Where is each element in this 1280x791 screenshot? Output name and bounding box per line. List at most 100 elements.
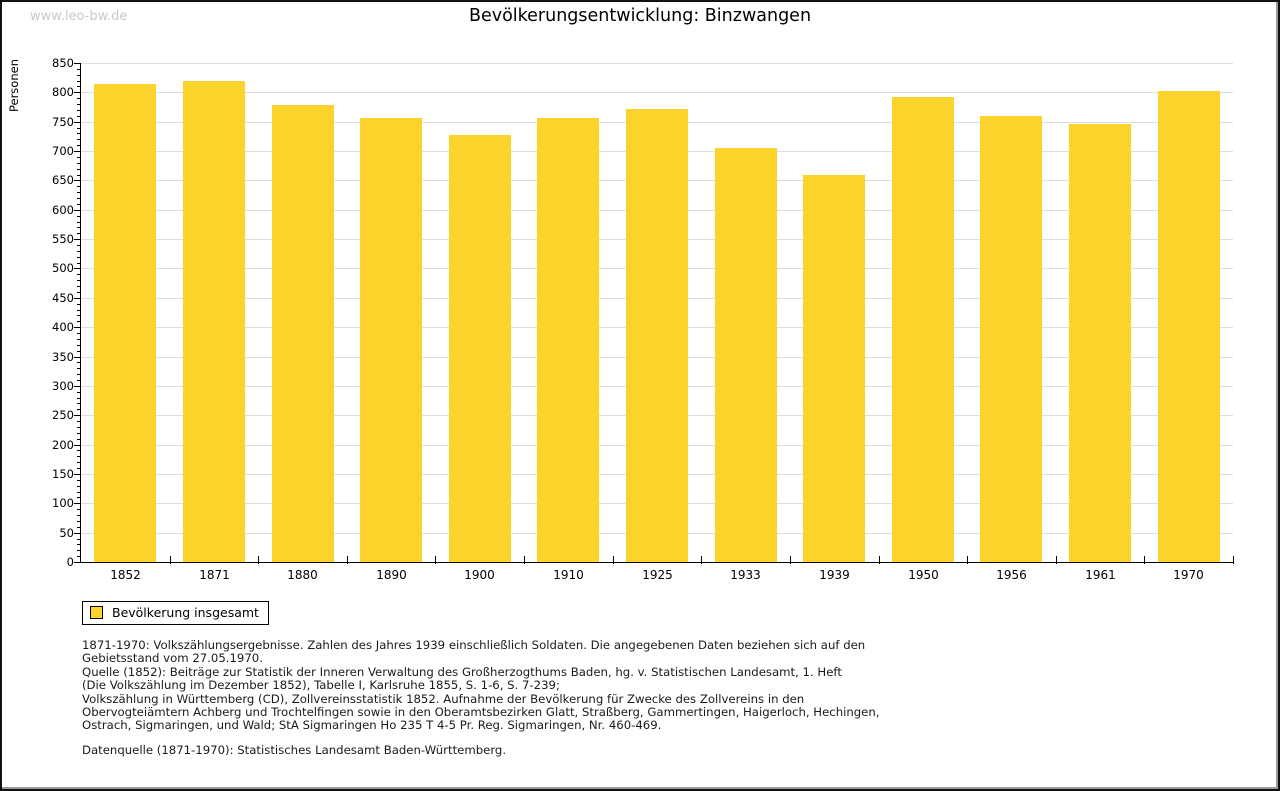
y-axis-minor-tick [77, 286, 80, 287]
y-axis-major-tick [74, 239, 80, 240]
y-axis-minor-tick [77, 116, 80, 117]
y-axis-minor-tick [77, 257, 80, 258]
y-axis-major-tick [74, 327, 80, 328]
y-axis-minor-tick [77, 310, 80, 311]
bar [803, 175, 865, 562]
y-axis-major-tick [74, 357, 80, 358]
y-axis-minor-tick [77, 492, 80, 493]
y-axis-minor-tick [77, 86, 80, 87]
x-axis-tick-label: 1961 [1085, 568, 1116, 582]
bar [715, 148, 777, 562]
y-axis-minor-tick [77, 128, 80, 129]
x-axis-tick-label: 1970 [1173, 568, 1204, 582]
y-axis-minor-tick [77, 98, 80, 99]
y-axis-minor-tick [77, 216, 80, 217]
legend: Bevölkerung insgesamt [82, 601, 269, 625]
y-axis-minor-tick [77, 321, 80, 322]
y-axis-minor-tick [77, 486, 80, 487]
footnote-line: Quelle (1852): Beiträge zur Statistik de… [82, 664, 842, 679]
y-axis-minor-tick [77, 263, 80, 264]
y-axis-minor-tick [77, 186, 80, 187]
y-axis-major-tick [74, 474, 80, 475]
y-axis-minor-tick [77, 139, 80, 140]
y-axis-line [80, 63, 81, 563]
y-axis-minor-tick [77, 374, 80, 375]
bar [1069, 124, 1131, 562]
x-axis-tick-label: 1956 [996, 568, 1027, 582]
bar [980, 116, 1042, 562]
y-axis-minor-tick [77, 480, 80, 481]
x-axis-line [80, 562, 1233, 563]
y-axis-major-tick [74, 92, 80, 93]
y-axis-minor-tick [77, 409, 80, 410]
category-boundary-tick [967, 556, 968, 564]
y-axis-minor-tick [77, 157, 80, 158]
y-axis-minor-tick [77, 450, 80, 451]
y-axis-minor-tick [77, 439, 80, 440]
y-axis-minor-tick [77, 145, 80, 146]
y-axis-tick-label: 400 [52, 320, 74, 334]
gridline [81, 63, 1233, 64]
y-axis-major-tick [74, 386, 80, 387]
y-axis-minor-tick [77, 368, 80, 369]
y-axis-tick-label: 550 [52, 232, 74, 246]
category-boundary-tick [347, 556, 348, 564]
y-axis-minor-tick [77, 304, 80, 305]
y-axis-tick-label: 100 [52, 496, 74, 510]
category-boundary-tick [435, 556, 436, 564]
category-boundary-tick [879, 556, 880, 564]
footnote-line: 1871-1970: Volkszählungsergebnisse. Zahl… [82, 638, 866, 652]
datasource-note: Datenquelle (1871-1970): Statistisches L… [82, 743, 507, 757]
x-axis-tick-label: 1890 [376, 568, 407, 582]
y-axis-minor-tick [77, 421, 80, 422]
y-axis-tick-label: 650 [52, 173, 74, 187]
y-axis-tick-label: 150 [52, 467, 74, 481]
category-boundary-tick [1233, 556, 1234, 564]
y-axis-minor-tick [77, 468, 80, 469]
y-axis-tick-label: 450 [52, 291, 74, 305]
gridline [81, 92, 1233, 93]
y-axis-minor-tick [77, 521, 80, 522]
bar [449, 135, 511, 562]
bar [626, 109, 688, 562]
y-axis-tick-label: 300 [52, 379, 74, 393]
y-axis-major-tick [74, 562, 80, 563]
y-axis-tick-label: 500 [52, 261, 74, 275]
category-boundary-tick [790, 556, 791, 564]
y-axis-minor-tick [77, 69, 80, 70]
y-axis-major-tick [74, 533, 80, 534]
y-axis-minor-tick [77, 380, 80, 381]
y-axis-major-tick [74, 122, 80, 123]
y-axis-minor-tick [77, 133, 80, 134]
x-axis-tick-label: 1950 [908, 568, 939, 582]
y-axis-minor-tick [77, 292, 80, 293]
y-axis-tick-label: 850 [52, 56, 74, 70]
y-axis-minor-tick [77, 527, 80, 528]
footnote-line: Volkszählung in Württemberg (CD), Zollve… [82, 691, 805, 706]
y-axis-minor-tick [77, 544, 80, 545]
legend-swatch [90, 606, 103, 619]
x-axis-tick-label: 1880 [287, 568, 318, 582]
category-boundary-tick [1144, 556, 1145, 564]
x-axis-tick-label: 1925 [642, 568, 673, 582]
x-axis-tick-label: 1939 [819, 568, 850, 582]
y-axis-major-tick [74, 445, 80, 446]
y-axis-major-tick [74, 180, 80, 181]
y-axis-minor-tick [77, 392, 80, 393]
y-axis-minor-tick [77, 274, 80, 275]
y-axis-minor-tick [77, 175, 80, 176]
bar [94, 84, 156, 562]
y-axis-major-tick [74, 415, 80, 416]
y-axis-minor-tick [77, 169, 80, 170]
y-axis-minor-tick [77, 333, 80, 334]
category-boundary-tick [613, 556, 614, 564]
y-axis-minor-tick [77, 233, 80, 234]
footnote-line: Obervogteiämtern Achberg und Trochtelfin… [82, 705, 880, 720]
y-axis-minor-tick [77, 222, 80, 223]
site-watermark: www.leo-bw.de [30, 9, 128, 24]
y-axis-minor-tick [77, 280, 80, 281]
y-axis-minor-tick [77, 539, 80, 540]
y-axis-minor-tick [77, 403, 80, 404]
y-axis-minor-tick [77, 398, 80, 399]
